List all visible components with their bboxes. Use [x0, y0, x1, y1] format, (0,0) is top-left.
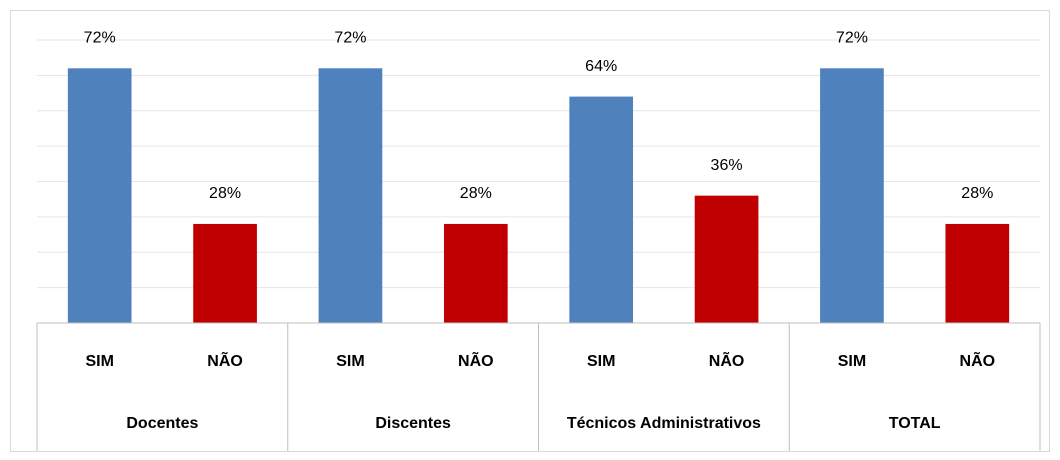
data-label: 28% — [961, 185, 993, 202]
data-label: 72% — [836, 30, 868, 47]
group-label: Técnicos Administrativos — [567, 415, 761, 432]
bar — [193, 223, 257, 323]
group-label: TOTAL — [889, 415, 941, 432]
data-label: 28% — [460, 185, 492, 202]
x-tick-label: NÃO — [207, 350, 243, 370]
bar — [945, 223, 1010, 323]
group-label: Discentes — [375, 415, 451, 432]
data-label: 36% — [711, 157, 743, 174]
chart-border — [10, 10, 1050, 452]
data-label: 72% — [84, 30, 116, 47]
data-label: 64% — [585, 58, 617, 75]
bar — [318, 68, 383, 323]
group-label: Docentes — [126, 415, 198, 432]
x-tick-label: NÃO — [458, 350, 494, 370]
x-tick-label: SIM — [85, 353, 113, 370]
bar — [694, 195, 759, 323]
x-tick-label: NÃO — [960, 350, 996, 370]
data-label: 72% — [334, 30, 366, 47]
data-label: 28% — [209, 185, 241, 202]
bar — [820, 68, 884, 323]
bar — [443, 223, 508, 323]
x-tick-label: SIM — [336, 353, 364, 370]
bar — [569, 96, 634, 323]
x-tick-label: SIM — [587, 353, 615, 370]
x-tick-label: SIM — [838, 353, 866, 370]
bar — [67, 68, 132, 323]
x-tick-label: NÃO — [709, 350, 745, 370]
